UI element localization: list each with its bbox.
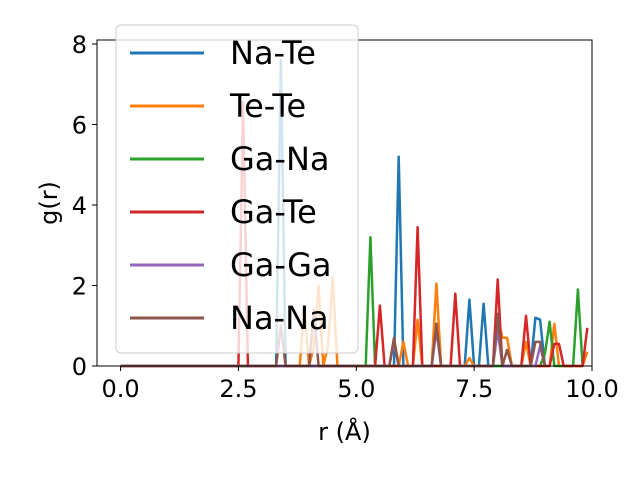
legend-label-ga-te: Ga-Te (230, 193, 317, 231)
legend: Na-Te Te-Te Ga-Na Ga-Te Ga-Ga Na-Na (115, 24, 359, 354)
legend-label-na-te: Na-Te (230, 34, 316, 72)
x-tick-label: 2.5 (219, 375, 257, 403)
y-tick-label: 8 (72, 31, 87, 59)
series-line-ga-na (120, 235, 584, 368)
y-axis: 0 2 4 6 8 (72, 31, 97, 381)
y-tick-label: 0 (72, 353, 87, 381)
legend-label-ga-ga: Ga-Ga (230, 246, 332, 284)
y-tick-label: 2 (72, 273, 87, 301)
x-tick-label: 7.5 (455, 375, 493, 403)
x-axis-label: r (Å) (318, 417, 371, 446)
legend-label-te-te: Te-Te (229, 87, 306, 125)
y-tick-label: 6 (72, 112, 87, 140)
x-axis: 0.0 2.5 5.0 7.5 10.0 (101, 366, 619, 403)
x-tick-label: 5.0 (337, 375, 375, 403)
legend-label-na-na: Na-Na (230, 299, 329, 337)
x-tick-label: 0.0 (101, 375, 139, 403)
y-tick-label: 4 (72, 192, 87, 220)
legend-label-ga-na: Ga-Na (230, 140, 330, 178)
y-axis-label: g(r) (35, 181, 63, 225)
x-tick-label: 10.0 (565, 375, 618, 403)
